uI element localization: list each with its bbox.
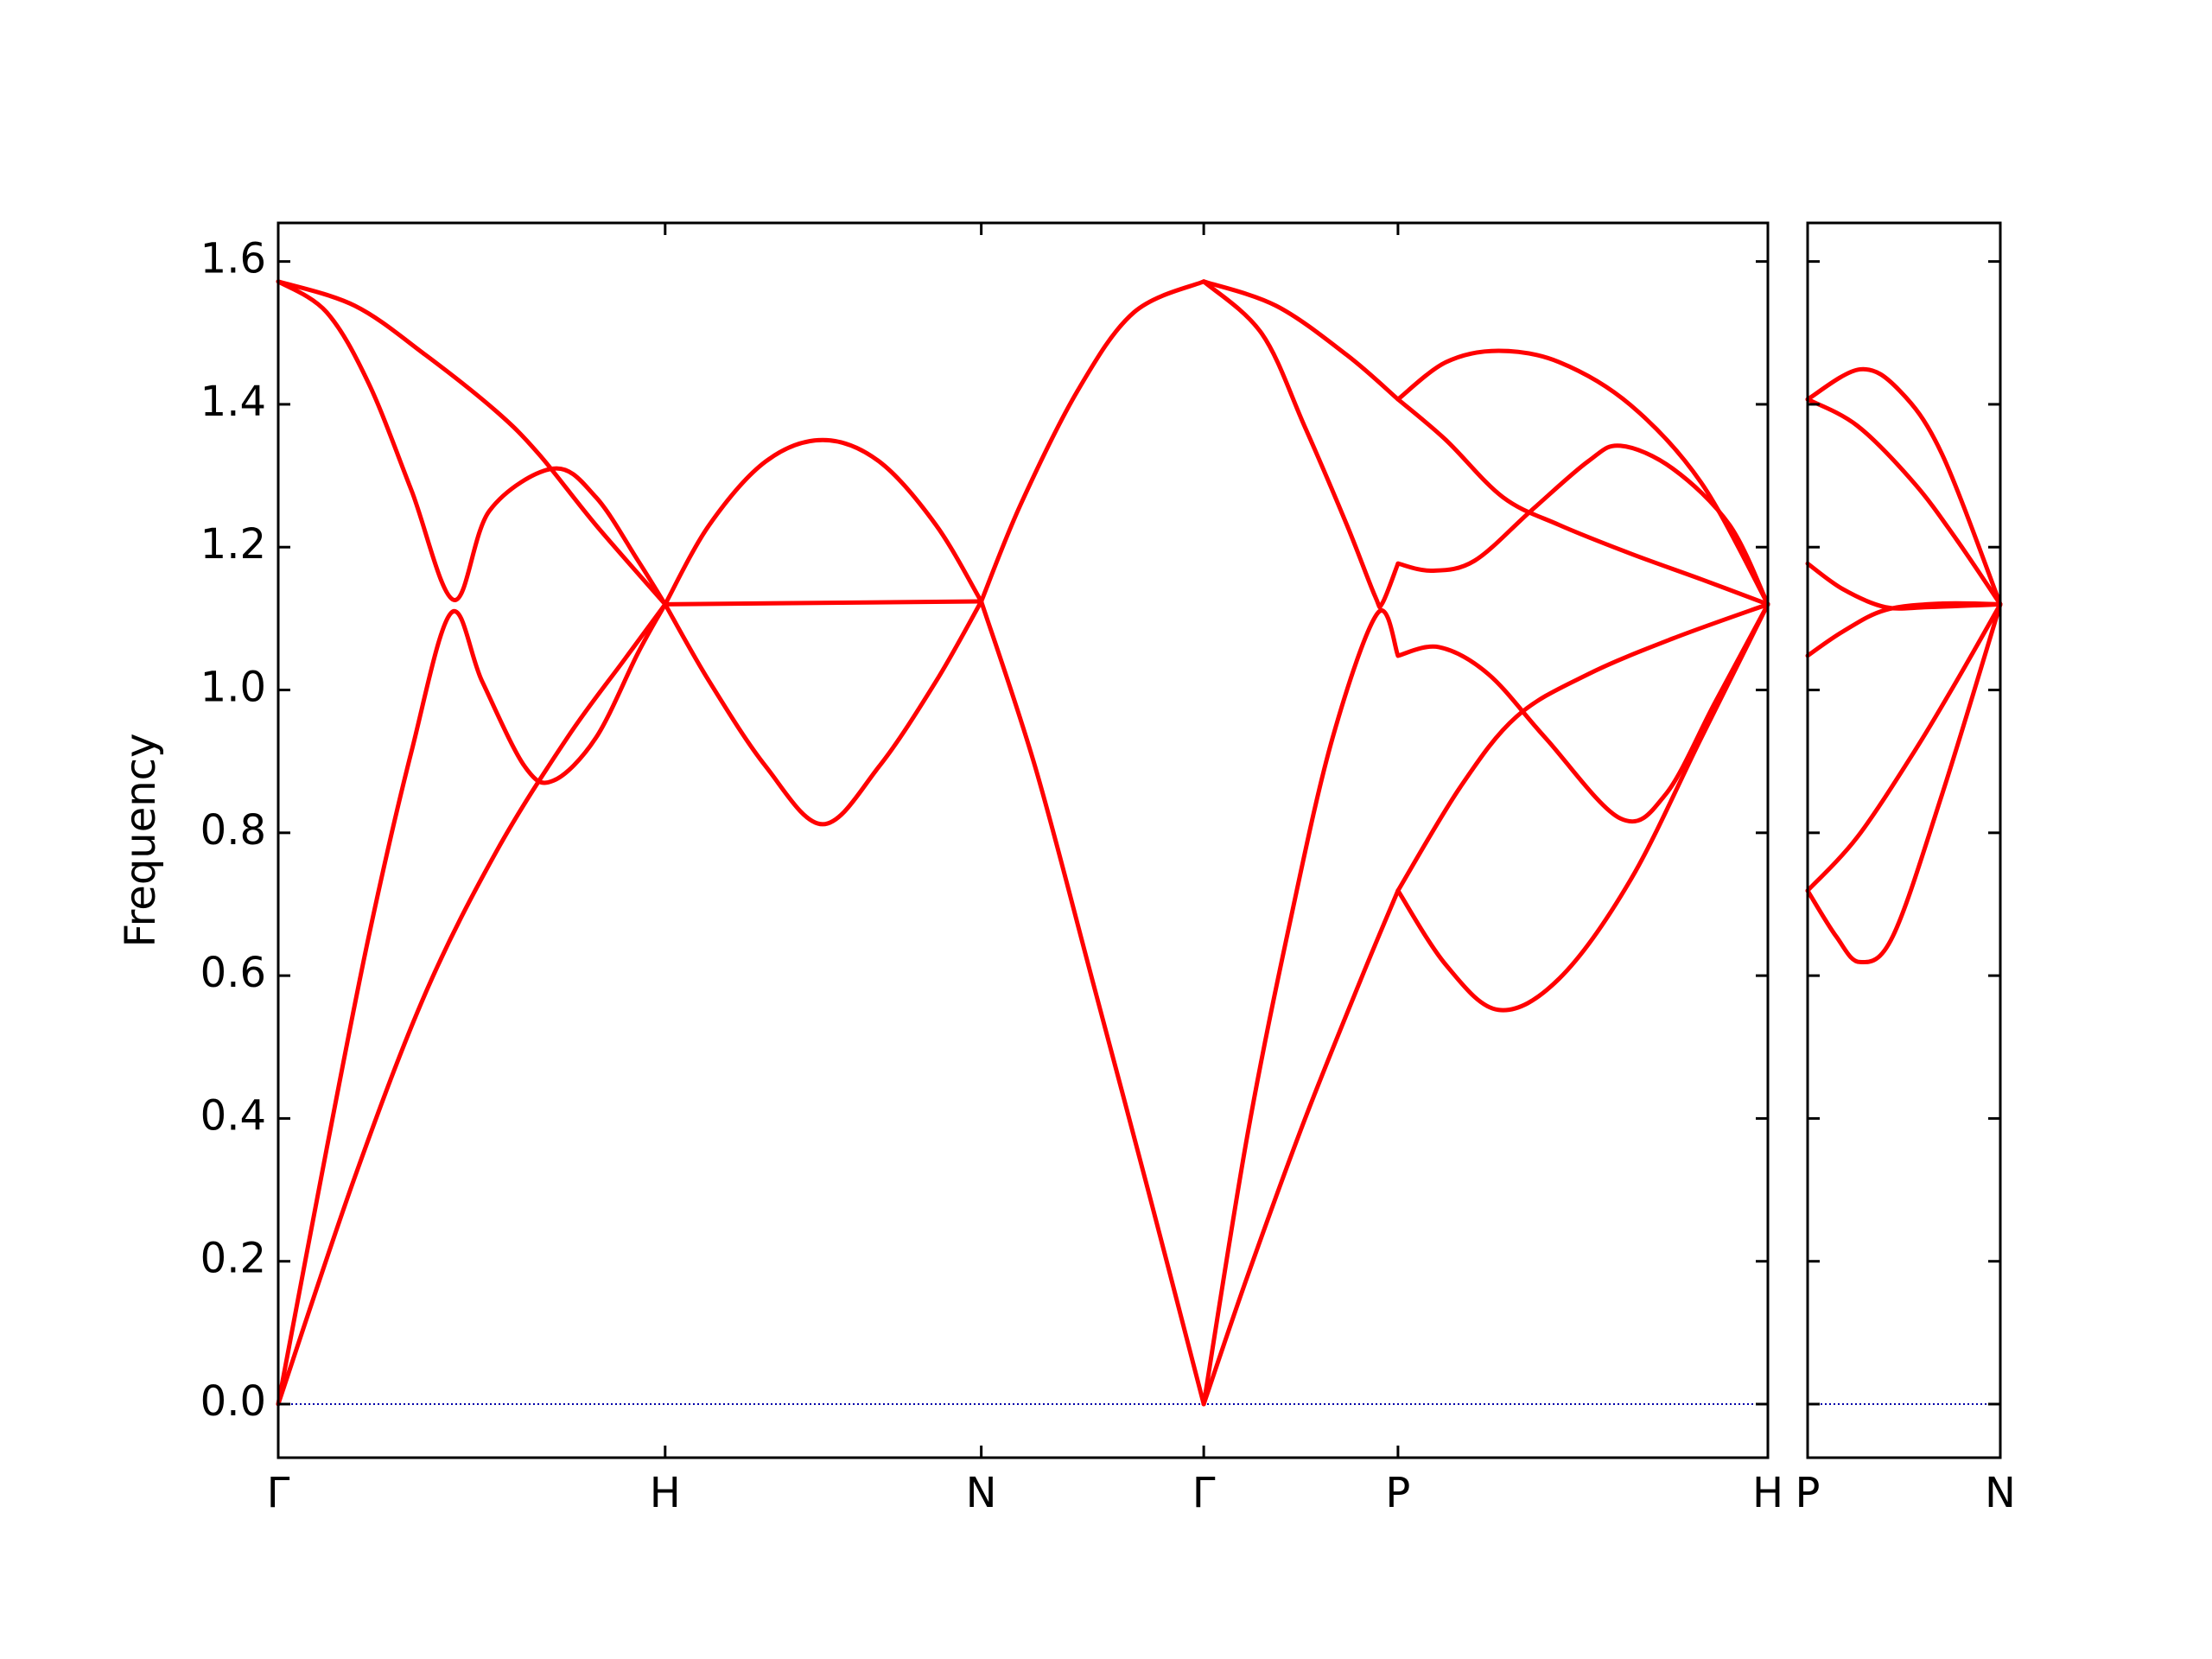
x-tick-label: N <box>966 1469 997 1517</box>
band-line <box>276 601 668 1407</box>
y-tick-label: 1.4 <box>200 378 266 426</box>
plot-frame <box>1806 221 2002 1459</box>
band-line <box>1201 888 1401 1407</box>
y-tick-label: 0.0 <box>200 1377 266 1426</box>
y-tick-label: 1.0 <box>200 664 266 712</box>
band-line <box>663 599 984 607</box>
x-tick-label: H <box>1752 1469 1783 1517</box>
y-tick-label: 1.2 <box>200 520 266 569</box>
plot-frame <box>276 221 1770 1459</box>
band-line <box>1395 397 1770 607</box>
band-line <box>1395 601 1770 1013</box>
band-line <box>1201 279 1401 610</box>
band-line <box>276 279 668 607</box>
band-line <box>1805 366 2003 607</box>
band-line <box>1201 608 1401 1407</box>
band-line <box>276 279 668 607</box>
x-tick-label: P <box>1385 1469 1410 1517</box>
band-line <box>1805 601 2003 658</box>
y-tick-label: 0.8 <box>200 806 266 855</box>
y-axis-label: Frequency <box>117 734 165 948</box>
band-line <box>1805 601 2003 893</box>
y-tick-label: 0.2 <box>200 1235 266 1283</box>
band-line <box>979 599 1206 1407</box>
band-line <box>1805 601 2003 964</box>
band-line <box>1395 601 1770 893</box>
band-line <box>1395 443 1770 607</box>
band-line <box>1395 601 1770 824</box>
x-tick-label: N <box>1985 1469 2016 1517</box>
y-tick-label: 0.4 <box>200 1091 266 1140</box>
y-tick-label: 1.6 <box>200 235 266 283</box>
band-line <box>1805 397 2003 607</box>
band-line <box>979 279 1206 604</box>
band-line <box>1805 561 2003 611</box>
x-tick-label: P <box>1796 1469 1821 1517</box>
x-tick-label: H <box>650 1469 681 1517</box>
band-line <box>663 437 984 607</box>
band-line <box>663 599 984 827</box>
x-tick-label: Γ <box>1192 1469 1216 1517</box>
x-tick-label: Γ <box>267 1469 290 1517</box>
band-line <box>1201 279 1401 402</box>
band-line <box>276 601 668 1407</box>
y-tick-label: 0.6 <box>200 949 266 997</box>
band-line <box>1395 348 1770 607</box>
